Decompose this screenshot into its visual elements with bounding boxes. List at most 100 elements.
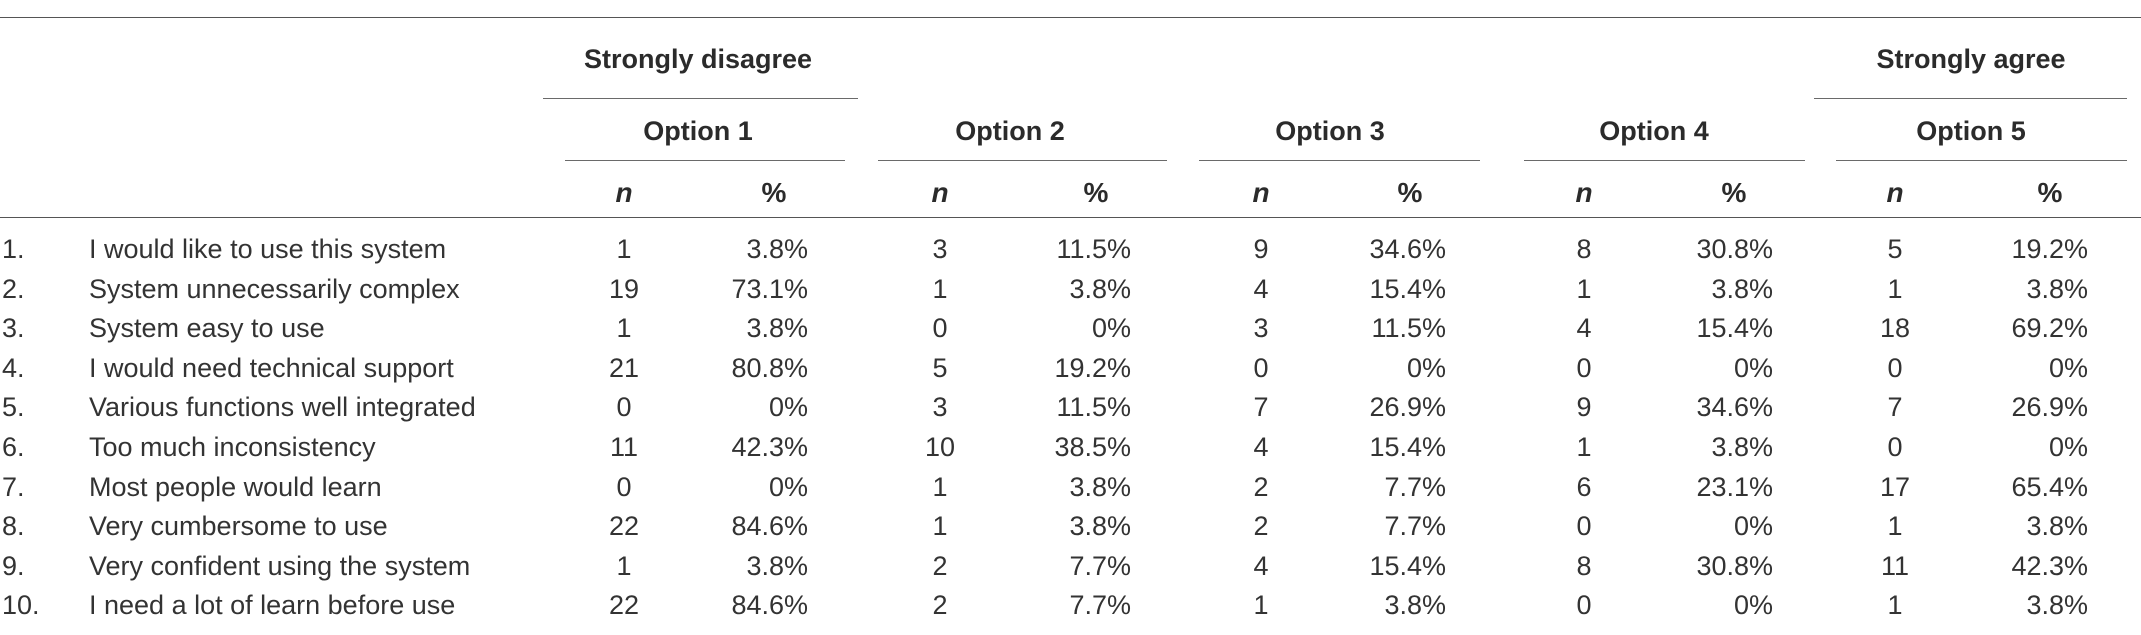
percent-value-option-3: 15.4% xyxy=(1369,274,1446,304)
n-value-option-4: 0 xyxy=(1576,511,1592,541)
percent-value-option-3: 15.4% xyxy=(1369,432,1446,462)
n-value-option-3: 4 xyxy=(1253,551,1269,581)
n-header-option-1: n xyxy=(615,177,633,208)
n-value-option-4: 8 xyxy=(1576,551,1592,581)
percent-value-option-2: 7.7% xyxy=(1069,551,1131,581)
row-label: Too much inconsistency xyxy=(89,432,376,462)
row-number: 10. xyxy=(2,590,40,620)
percent-value-option-4: 0% xyxy=(1733,511,1773,541)
n-value-option-3: 1 xyxy=(1253,590,1269,620)
option-header-2: Option 2 xyxy=(955,116,1065,146)
percent-value-option-2: 11.5% xyxy=(1056,234,1131,264)
row-number: 8. xyxy=(2,511,25,541)
n-value-option-2: 1 xyxy=(932,274,948,304)
option-header-4: Option 4 xyxy=(1599,116,1709,146)
percent-value-option-4: 3.8% xyxy=(1711,432,1773,462)
percent-value-option-3: 11.5% xyxy=(1371,313,1446,343)
row-label: I would need technical support xyxy=(89,353,454,383)
percent-value-option-2: 7.7% xyxy=(1069,590,1131,620)
percent-value-option-5: 26.9% xyxy=(2011,392,2088,422)
row-number: 2. xyxy=(2,274,25,304)
percent-value-option-4: 30.8% xyxy=(1696,551,1773,581)
n-value-option-5: 1 xyxy=(1887,590,1903,620)
n-header-option-5: n xyxy=(1886,177,1904,208)
n-value-option-1: 0 xyxy=(616,392,632,422)
percent-value-option-4: 3.8% xyxy=(1711,274,1773,304)
n-value-option-4: 4 xyxy=(1576,313,1592,343)
percent-value-option-3: 15.4% xyxy=(1369,551,1446,581)
n-value-option-1: 19 xyxy=(608,274,640,304)
row-number: 6. xyxy=(2,432,25,462)
n-value-option-5: 1 xyxy=(1887,274,1903,304)
n-value-option-3: 7 xyxy=(1253,392,1269,422)
row-label: System easy to use xyxy=(89,313,325,343)
percent-value-option-5: 65.4% xyxy=(2011,472,2088,502)
row-label: Very cumbersome to use xyxy=(89,511,388,541)
percent-value-option-2: 3.8% xyxy=(1069,472,1131,502)
n-value-option-1: 1 xyxy=(616,234,632,264)
n-value-option-2: 3 xyxy=(932,392,948,422)
n-value-option-4: 0 xyxy=(1576,590,1592,620)
group-header-strongly-agree: Strongly agree xyxy=(1876,44,2066,74)
row-number: 5. xyxy=(2,392,25,422)
n-value-option-2: 2 xyxy=(932,590,948,620)
percent-value-option-5: 3.8% xyxy=(2026,590,2088,620)
percent-value-option-5: 0% xyxy=(2048,432,2088,462)
n-value-option-1: 1 xyxy=(616,551,632,581)
percent-header-option-2: % xyxy=(1083,177,1109,208)
n-value-option-3: 0 xyxy=(1253,353,1269,383)
n-value-option-2: 3 xyxy=(932,234,948,264)
percent-value-option-2: 38.5% xyxy=(1054,432,1131,462)
header-bottom-rule xyxy=(0,217,2141,218)
row-number: 3. xyxy=(2,313,25,343)
percent-value-option-1: 3.8% xyxy=(746,313,808,343)
n-value-option-1: 22 xyxy=(608,590,640,620)
percent-value-option-1: 3.8% xyxy=(746,551,808,581)
n-value-option-1: 22 xyxy=(608,511,640,541)
row-label: I need a lot of learn before use xyxy=(89,590,456,620)
row-label: Most people would learn xyxy=(89,472,382,502)
n-value-option-2: 2 xyxy=(932,551,948,581)
option-header-3: Option 3 xyxy=(1275,116,1385,146)
percent-value-option-3: 0% xyxy=(1406,353,1446,383)
n-value-option-2: 0 xyxy=(932,313,948,343)
percent-value-option-1: 3.8% xyxy=(746,234,808,264)
n-header-option-4: n xyxy=(1575,177,1593,208)
option-header-1: Option 1 xyxy=(643,116,753,146)
percent-value-option-5: 3.8% xyxy=(2026,511,2088,541)
n-value-option-5: 11 xyxy=(1880,551,1910,581)
percent-value-option-3: 26.9% xyxy=(1369,392,1446,422)
group-header-strongly-disagree: Strongly disagree xyxy=(583,44,813,74)
n-value-option-2: 1 xyxy=(932,472,948,502)
n-value-option-1: 0 xyxy=(616,472,632,502)
percent-value-option-2: 3.8% xyxy=(1069,511,1131,541)
n-value-option-3: 9 xyxy=(1253,234,1269,264)
percent-value-option-2: 11.5% xyxy=(1056,392,1131,422)
n-value-option-4: 0 xyxy=(1576,353,1592,383)
n-value-option-4: 8 xyxy=(1576,234,1592,264)
n-value-option-3: 4 xyxy=(1253,274,1269,304)
row-label: Various functions well integrated xyxy=(89,392,476,422)
n-header-option-2: n xyxy=(931,177,949,208)
n-value-option-4: 6 xyxy=(1576,472,1592,502)
percent-header-option-1: % xyxy=(761,177,787,208)
n-value-option-2: 5 xyxy=(932,353,948,383)
percent-header-option-4: % xyxy=(1721,177,1747,208)
n-value-option-3: 4 xyxy=(1253,432,1269,462)
row-label: Very confident using the system xyxy=(89,551,471,581)
percent-value-option-5: 0% xyxy=(2048,353,2088,383)
percent-value-option-3: 7.7% xyxy=(1384,472,1446,502)
n-value-option-5: 1 xyxy=(1887,511,1903,541)
option-rule-1 xyxy=(565,160,845,161)
row-number: 4. xyxy=(2,353,25,383)
percent-value-option-2: 19.2% xyxy=(1054,353,1131,383)
n-value-option-5: 5 xyxy=(1887,234,1903,264)
row-number: 1. xyxy=(2,234,25,264)
percent-value-option-1: 80.8% xyxy=(731,353,808,383)
option-rule-5 xyxy=(1836,160,2127,161)
percent-value-option-1: 0% xyxy=(768,392,808,422)
n-value-option-4: 1 xyxy=(1576,432,1592,462)
percent-value-option-4: 15.4% xyxy=(1696,313,1773,343)
n-value-option-1: 21 xyxy=(608,353,640,383)
n-value-option-5: 0 xyxy=(1887,353,1903,383)
